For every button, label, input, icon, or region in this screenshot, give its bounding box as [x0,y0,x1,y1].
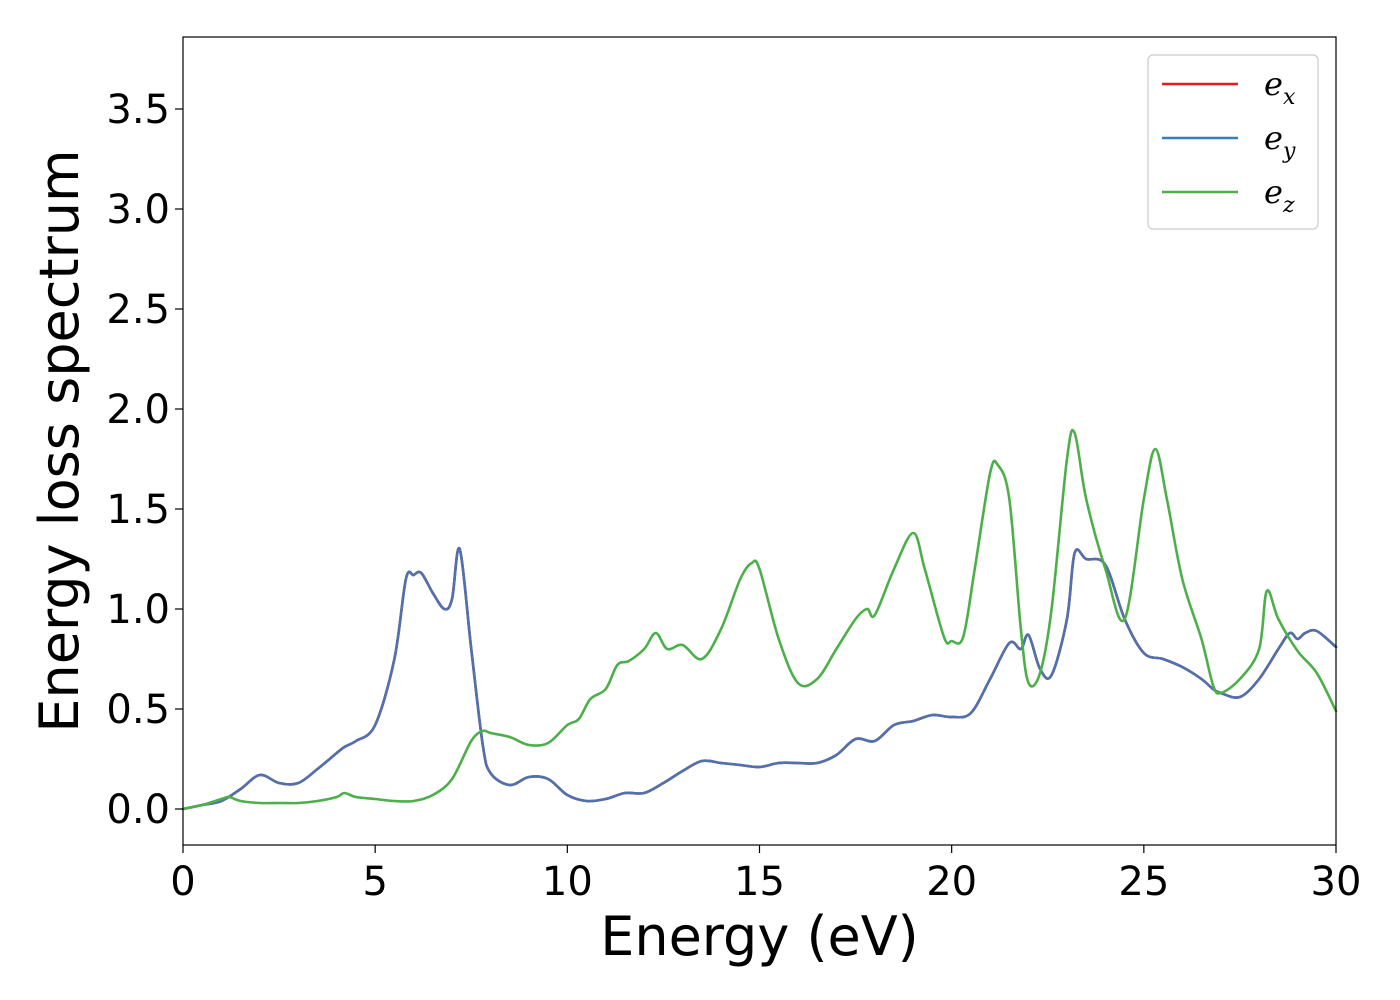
y-axis-label: Energy loss spectrum [28,149,91,732]
x-tick-label: 15 [734,859,785,905]
y-tick-label: 2.5 [106,287,170,333]
x-axis-label: Energy (eV) [600,905,919,968]
y-tick-label: 0.0 [106,787,170,833]
y-tick-label: 1.0 [106,587,170,633]
x-axis: 0 5 10 15 20 25 30 [170,845,1361,905]
y-tick-label: 3.0 [106,187,170,233]
y-tick-label: 2.0 [106,387,170,433]
x-tick-label: 0 [170,859,195,905]
y-axis: 0.0 0.5 1.0 1.5 2.0 2.5 3.0 3.5 [106,87,183,833]
x-tick-label: 25 [1118,859,1169,905]
x-tick-label: 20 [926,859,977,905]
y-tick-label: 3.5 [106,87,170,133]
series-line-ey [181,546,1338,811]
x-tick-label: 10 [542,859,593,905]
y-tick-label: 1.5 [106,487,170,533]
series-line-ez [181,428,1338,811]
y-tick-label: 0.5 [106,687,170,733]
x-tick-label: 5 [362,859,387,905]
x-tick-label: 30 [1311,859,1362,905]
series-layer [181,428,1338,811]
legend-frame [1147,54,1319,230]
